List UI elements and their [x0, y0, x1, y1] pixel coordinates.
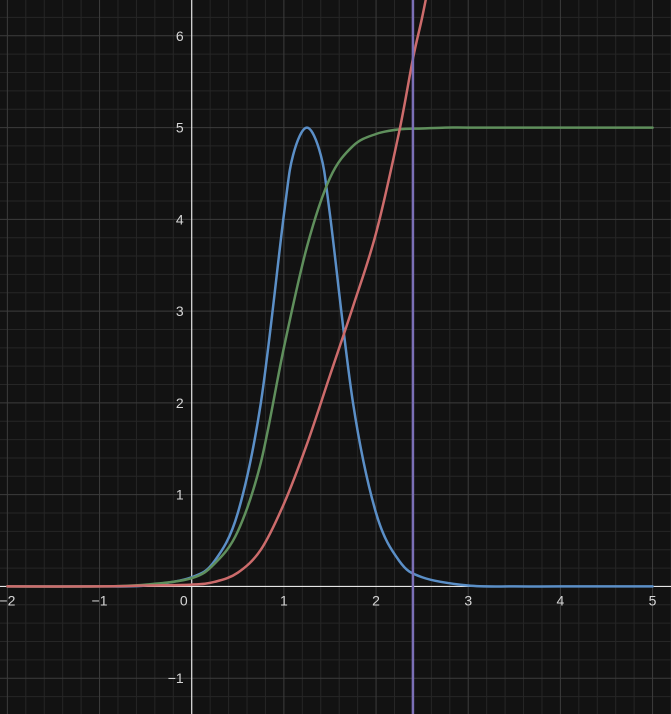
x-tick-label: −1: [92, 592, 108, 608]
curve-series-1: [6, 126, 654, 588]
x-tick-label: 2: [372, 592, 380, 608]
y-tick-label: 1: [176, 487, 184, 503]
y-tick-label: 3: [176, 303, 184, 319]
y-tick-label: 4: [176, 211, 184, 227]
x-tick-label: 3: [464, 592, 472, 608]
x-tick-label: 0: [180, 592, 188, 608]
x-tick-label: 4: [556, 592, 564, 608]
tick-labels: −2 −1 0 1 2 3 4 5 −1 1 2 3 4 5 6: [0, 28, 657, 686]
y-tick-label: −1: [168, 670, 184, 686]
curve-series-2: [6, 0, 427, 588]
y-tick-label: 6: [176, 28, 184, 44]
x-tick-label: 5: [649, 592, 657, 608]
series-layer: [6, 0, 654, 714]
x-tick-label: 1: [280, 592, 288, 608]
y-tick-label: 5: [176, 120, 184, 136]
curve-series-0: [6, 126, 654, 588]
y-tick-label: 2: [176, 395, 184, 411]
x-tick-label: −2: [0, 592, 16, 608]
